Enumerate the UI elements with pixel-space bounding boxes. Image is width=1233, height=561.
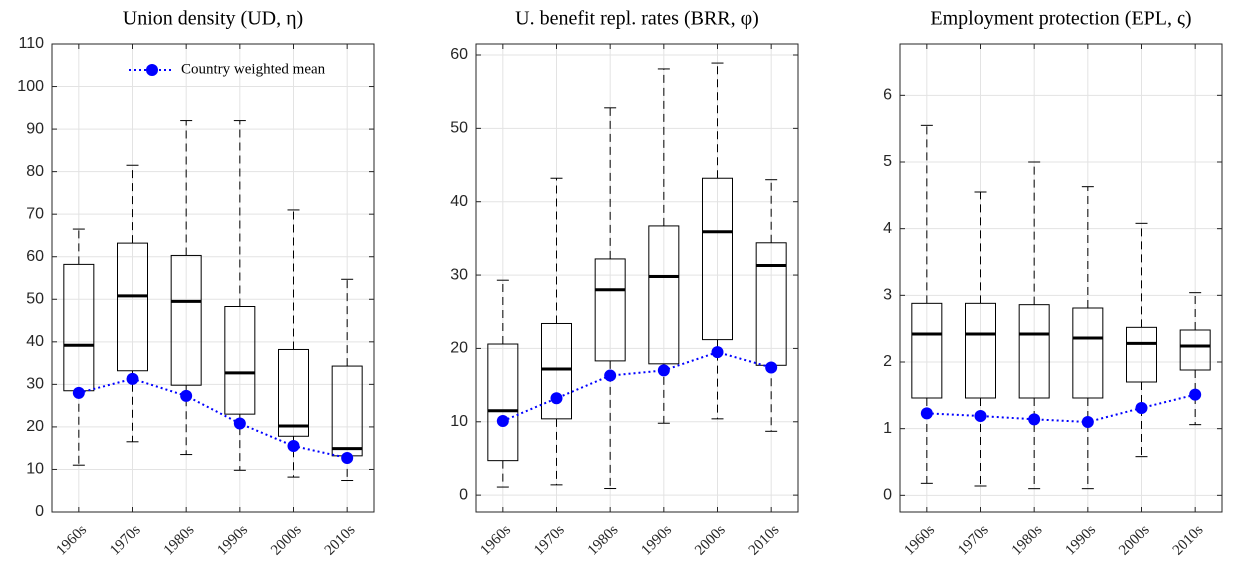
y-tick-label: 6 [883, 87, 892, 104]
y-tick-label: 30 [450, 266, 468, 283]
y-tick-label: 50 [26, 290, 44, 307]
chart-title: U. benefit repl. rates (BRR, φ) [515, 8, 759, 30]
legend-marker [146, 64, 158, 76]
y-tick-label: 10 [26, 461, 44, 478]
box [702, 177, 733, 341]
y-tick-label: 40 [26, 333, 44, 350]
axes-frame [51, 43, 375, 513]
x-tick-label: 1980s [1009, 522, 1046, 559]
mean-marker [657, 364, 670, 377]
mean-marker [341, 451, 354, 464]
mean-marker [1189, 388, 1202, 401]
x-tick-label: 2010s [746, 522, 783, 559]
x-tick-label: 1970s [955, 522, 992, 559]
y-tick-label: 0 [883, 487, 892, 504]
x-tick-label: 2010s [322, 522, 359, 559]
box [965, 302, 996, 399]
y-tick-label: 60 [26, 248, 44, 265]
y-tick-label: 2 [883, 353, 892, 370]
x-tick-label: 1960s [901, 522, 938, 559]
box [170, 254, 202, 386]
axes-frame [899, 43, 1223, 513]
y-tick-label: 100 [17, 78, 44, 95]
chart-title: Employment protection (EPL, ς) [930, 8, 1191, 30]
y-tick-label: 40 [450, 193, 468, 210]
legend-label: Country weighted mean [181, 61, 326, 77]
box [648, 225, 680, 365]
y-tick-label: 80 [26, 163, 44, 180]
mean-marker [72, 386, 85, 399]
x-tick-label: 2000s [692, 522, 729, 559]
x-tick-label: 1990s [638, 522, 675, 559]
mean-marker [1028, 413, 1041, 426]
axes-frame [475, 43, 799, 513]
mean-marker [496, 415, 509, 428]
box [487, 343, 519, 462]
y-tick-label: 20 [26, 418, 44, 435]
mean-marker [765, 361, 778, 374]
x-tick-label: 1960s [53, 522, 90, 559]
mean-marker [920, 407, 933, 420]
y-tick-label: 1 [883, 420, 892, 437]
x-tick-label: 1960s [477, 522, 514, 559]
y-tick-label: 70 [26, 205, 44, 222]
box [1072, 307, 1104, 399]
mean-marker [550, 392, 563, 405]
chart-title: Union density (UD, η) [123, 8, 303, 30]
box [117, 242, 148, 372]
y-tick-label: 0 [459, 486, 468, 503]
x-tick-label: 1990s [214, 522, 251, 559]
mean-marker [1135, 402, 1148, 414]
y-tick-label: 30 [26, 376, 44, 393]
box [911, 302, 943, 399]
box [224, 306, 256, 415]
x-tick-label: 1990s [1062, 522, 1099, 559]
y-tick-label: 90 [26, 120, 44, 137]
mean-line [502, 351, 772, 422]
mean-marker [974, 410, 987, 422]
y-tick-label: 5 [883, 153, 892, 170]
mean-marker [1081, 416, 1094, 428]
mean-marker [126, 372, 139, 385]
y-tick-label: 3 [883, 287, 892, 304]
mean-marker [711, 346, 724, 359]
x-tick-label: 2000s [268, 522, 305, 559]
box [1126, 326, 1157, 383]
mean-marker [604, 369, 617, 382]
mean-marker [233, 417, 246, 430]
y-tick-label: 60 [450, 46, 468, 63]
box [278, 348, 309, 437]
y-tick-label: 20 [450, 340, 468, 357]
box [1179, 329, 1211, 371]
box [594, 258, 626, 362]
x-tick-label: 1980s [585, 522, 622, 559]
y-tick-label: 50 [450, 120, 468, 137]
mean-marker [287, 440, 300, 453]
box [1018, 304, 1050, 399]
box [541, 322, 572, 420]
y-tick-label: 110 [18, 35, 44, 52]
x-tick-label: 1970s [107, 522, 144, 559]
mean-marker [180, 389, 193, 402]
x-tick-label: 1970s [531, 522, 568, 559]
y-tick-label: 10 [450, 413, 468, 430]
y-tick-label: 0 [35, 503, 44, 520]
y-tick-label: 4 [883, 220, 892, 237]
x-tick-label: 1980s [161, 522, 198, 559]
mean-line [926, 393, 1196, 424]
x-tick-label: 2010s [1170, 522, 1207, 559]
x-tick-label: 2000s [1116, 522, 1153, 559]
mean-line [78, 377, 348, 459]
